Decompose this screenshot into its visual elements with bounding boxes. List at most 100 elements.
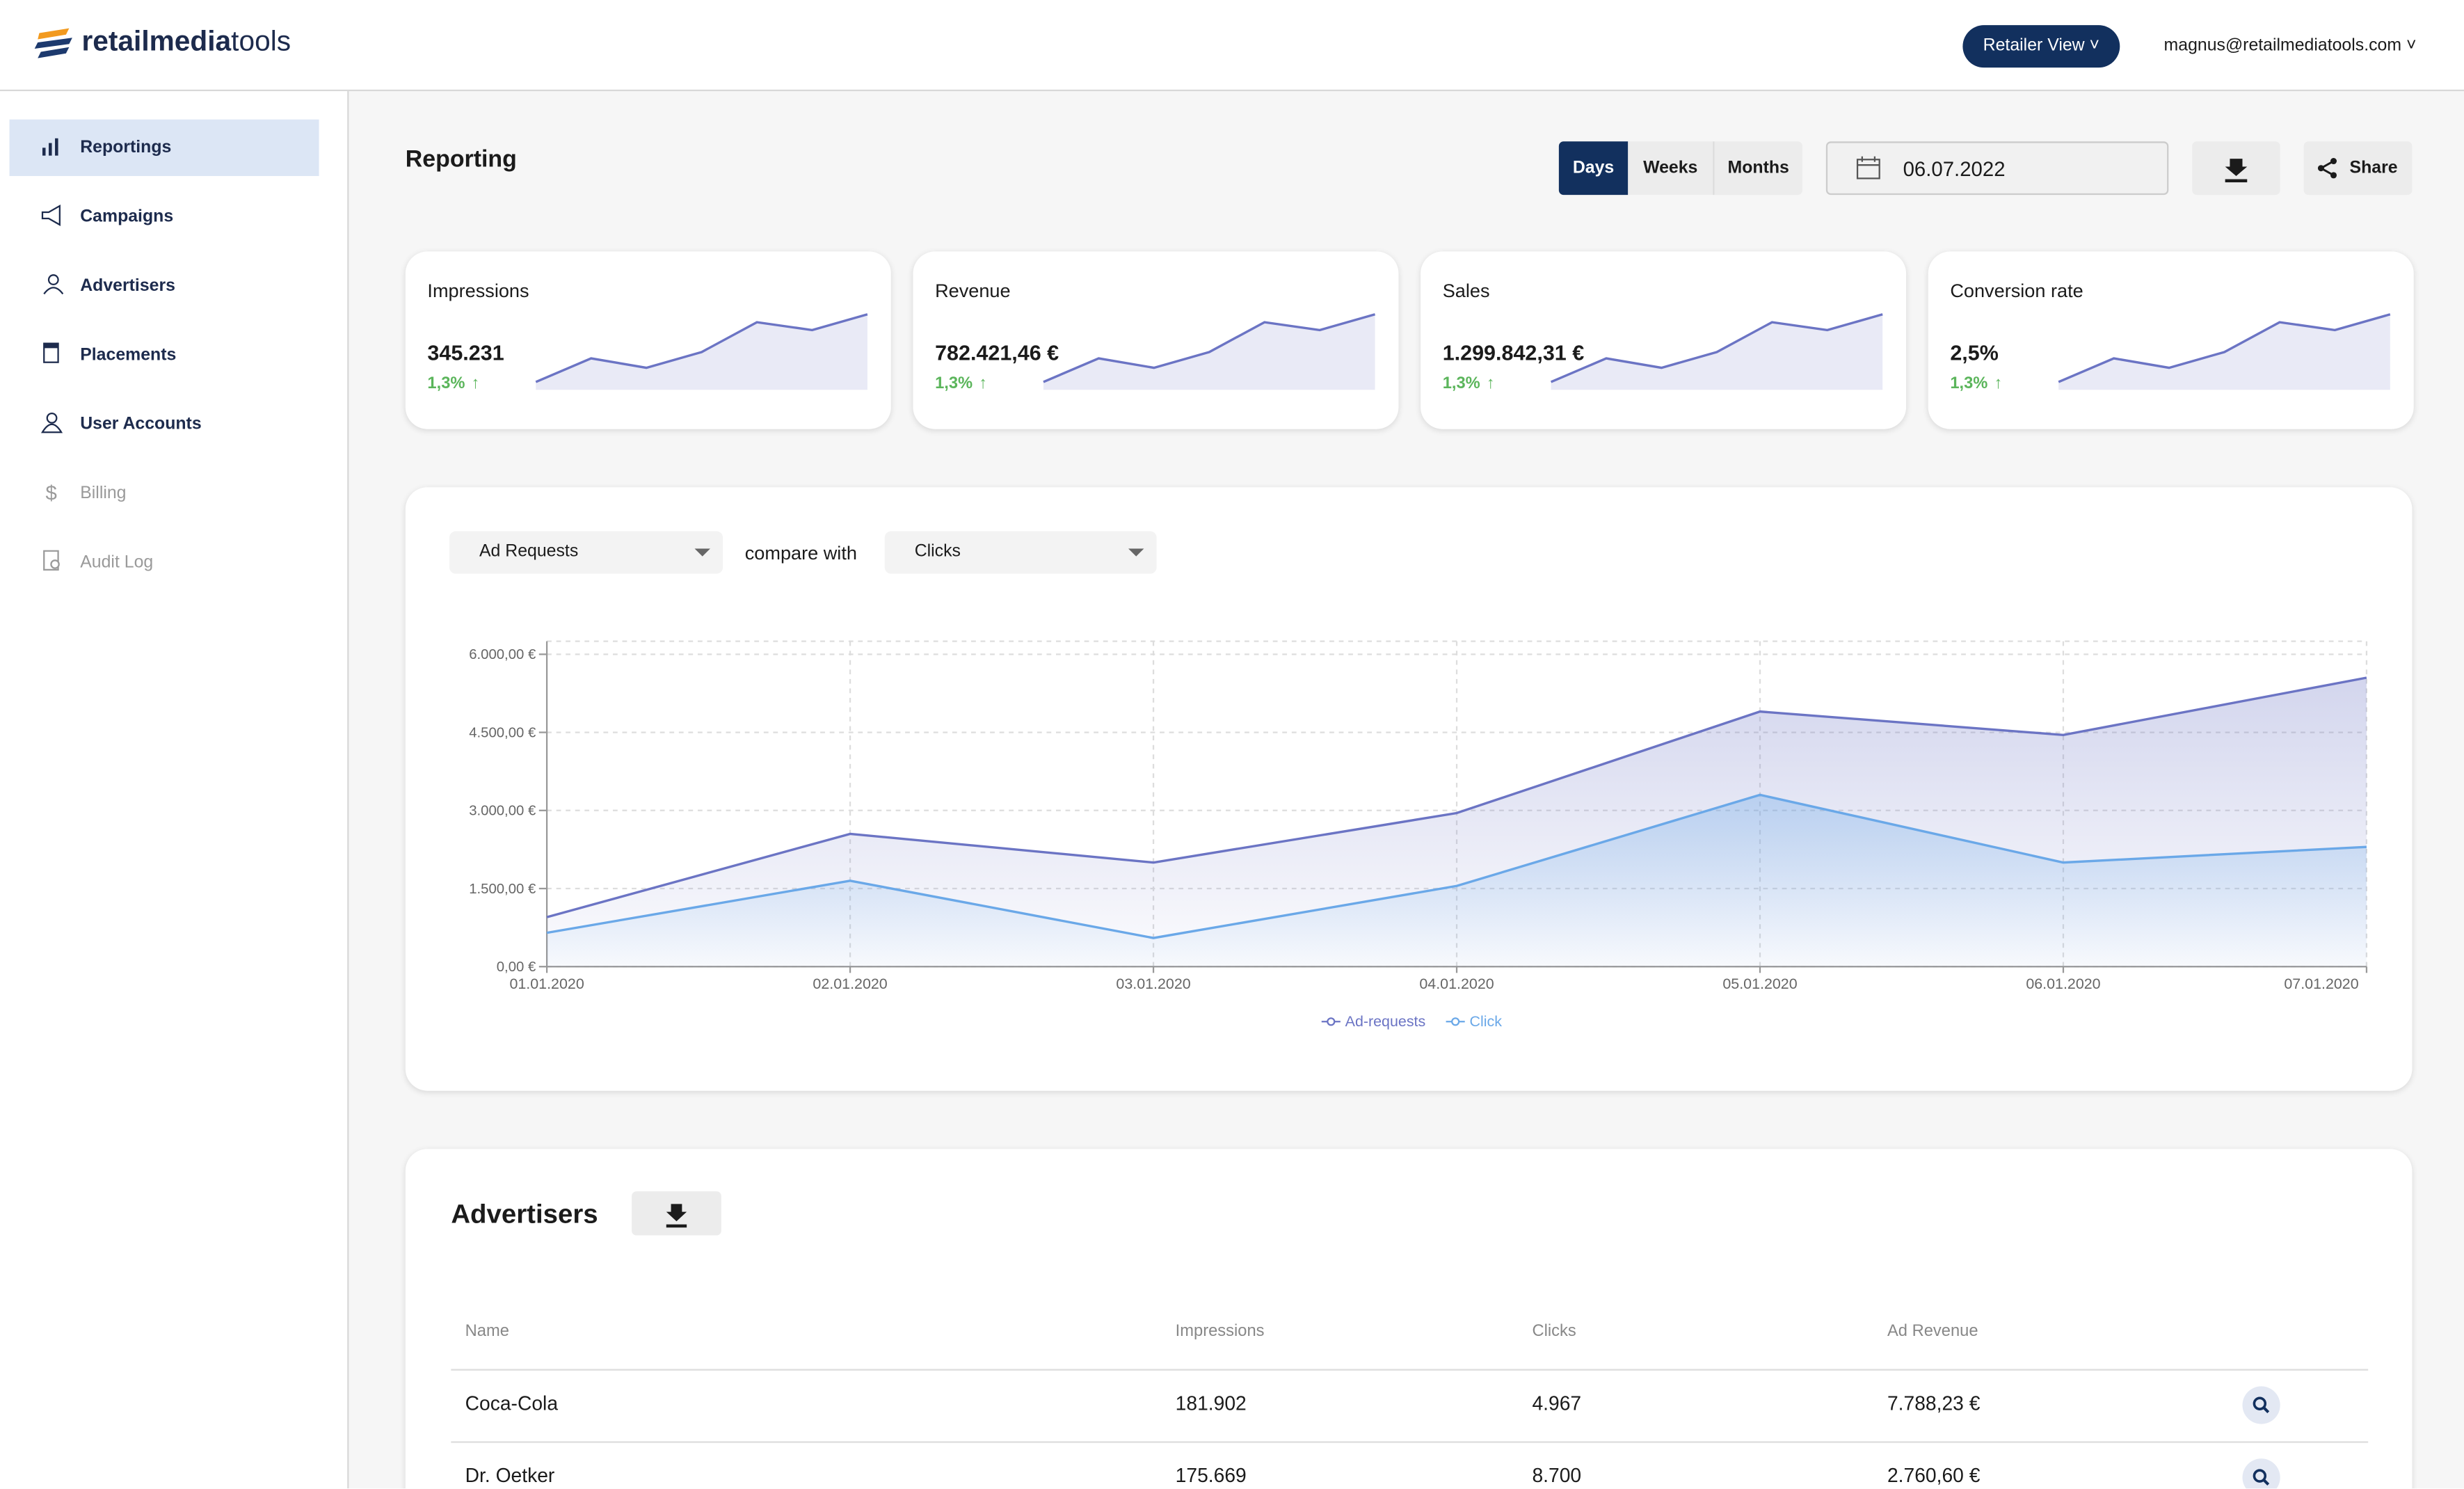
search-icon bbox=[2253, 1469, 2270, 1486]
y-tick-label: 1.500,00 € bbox=[469, 882, 536, 897]
logo-bold: retailmedia bbox=[81, 25, 232, 57]
metric-select[interactable]: Ad Requests bbox=[449, 531, 723, 574]
icon bbox=[41, 204, 61, 226]
sparkline bbox=[2058, 313, 2391, 390]
download-button[interactable] bbox=[2192, 141, 2280, 196]
column-header: Impressions bbox=[1175, 1321, 1265, 1341]
kpi-label: Revenue bbox=[935, 280, 1011, 302]
column-header: Ad Revenue bbox=[1887, 1321, 1978, 1341]
icon: $ bbox=[46, 481, 57, 503]
table-cell: 8.700 bbox=[1532, 1465, 1582, 1487]
nav-label: Placements bbox=[80, 345, 177, 365]
select-value: Clicks bbox=[914, 542, 961, 562]
kpi-change: 1,3% ↑ bbox=[1950, 374, 2002, 393]
nav-item[interactable]: Advertisers bbox=[10, 257, 319, 314]
logo: retailmediatools bbox=[81, 25, 291, 58]
retailer-view-button[interactable]: Retailer View ˅ bbox=[1962, 25, 2120, 68]
table-cell: 7.788,23 € bbox=[1887, 1392, 1981, 1415]
chart-card: Ad Requests compare with Clicks 0,00 € 1.… bbox=[405, 487, 2413, 1091]
sparkline-line bbox=[2058, 313, 2391, 383]
up-arrow: ↑ bbox=[1994, 374, 2003, 393]
kpi-change: 1,3% ↑ bbox=[935, 374, 987, 393]
view-button[interactable] bbox=[2242, 1458, 2280, 1489]
download-icon bbox=[666, 1204, 687, 1228]
column-header: Name bbox=[465, 1321, 509, 1341]
date-value: 06.07.2022 bbox=[1903, 157, 2006, 181]
table-cell: Dr. Oetker bbox=[465, 1465, 555, 1487]
legend-marker bbox=[1327, 1017, 1336, 1026]
advertisers-card bbox=[405, 1149, 2413, 1489]
x-tick-label: 04.01.2020 bbox=[1419, 976, 1494, 992]
icon bbox=[43, 550, 60, 571]
nav-item[interactable]: Reportings bbox=[9, 119, 319, 177]
nav-item[interactable]: Placements bbox=[10, 327, 319, 383]
column-header: Clicks bbox=[1532, 1321, 1576, 1341]
icon bbox=[42, 138, 58, 156]
kpi-card: Revenue 782.421,46 € 1,3% ↑ bbox=[913, 251, 1399, 429]
compare-select[interactable]: Clicks bbox=[884, 531, 1157, 574]
sparkline bbox=[1550, 313, 1883, 390]
kpi-card: Conversion rate 2,5% 1,3% ↑ bbox=[1928, 251, 2414, 429]
view-button[interactable] bbox=[2242, 1386, 2280, 1424]
table-cell: 4.967 bbox=[1532, 1392, 1582, 1415]
share-icon bbox=[2317, 158, 2337, 179]
search-icon bbox=[2253, 1396, 2270, 1414]
nav-item[interactable]: $ Billing bbox=[10, 465, 319, 522]
period-toggle[interactable]: Months bbox=[1714, 141, 1802, 196]
series-line bbox=[546, 676, 2367, 918]
kpi-change: 1,3% ↑ bbox=[427, 374, 479, 393]
kpi-card: Impressions 345.231 1,3% ↑ bbox=[405, 251, 891, 429]
button-label: Share bbox=[2349, 159, 2398, 178]
period-toggle[interactable]: Days bbox=[1558, 141, 1629, 196]
kpi-value: 782.421,46 € bbox=[935, 341, 1059, 365]
section-title: Advertisers bbox=[451, 1199, 598, 1229]
date-picker[interactable]: 06.07.2022 bbox=[1825, 141, 2169, 196]
sparkline-line bbox=[1043, 313, 1376, 383]
series-line bbox=[546, 793, 2367, 939]
legend-label: Ad-requests bbox=[1345, 1013, 1426, 1030]
period-toggle[interactable]: Weeks bbox=[1628, 141, 1715, 196]
download-icon bbox=[2225, 159, 2248, 183]
kpi-value: 2,5% bbox=[1950, 341, 1999, 365]
sparkline-line bbox=[535, 313, 868, 383]
row-divider bbox=[451, 1441, 2369, 1443]
user-email: magnus@retailmediatools.com bbox=[2163, 35, 2402, 56]
download-button[interactable] bbox=[632, 1191, 721, 1236]
nav-item[interactable]: User Accounts bbox=[10, 396, 319, 452]
svg-text:$: $ bbox=[46, 481, 57, 503]
row-divider bbox=[451, 1369, 2369, 1371]
change-value: 1,3% bbox=[1442, 374, 1480, 393]
compare-label: compare with bbox=[744, 542, 857, 564]
icon bbox=[43, 342, 59, 363]
line-chart: 0,00 € 1.500,00 € 3.000,00 € 4.500,00 € 6.00… bbox=[469, 640, 2368, 1030]
change-value: 1,3% bbox=[1950, 374, 1988, 393]
select-value: Ad Requests bbox=[479, 542, 579, 562]
caret bbox=[694, 548, 711, 557]
icon bbox=[40, 412, 63, 433]
kpi-label: Impressions bbox=[427, 280, 529, 302]
caret bbox=[1128, 548, 1144, 557]
x-tick-label: 05.01.2020 bbox=[1722, 976, 1797, 992]
nav-item[interactable]: Campaigns bbox=[10, 189, 319, 245]
sparkline bbox=[1043, 313, 1376, 390]
up-arrow: ↑ bbox=[979, 374, 988, 393]
x-tick-label: 02.01.2020 bbox=[813, 976, 887, 992]
nav-item[interactable]: Audit Log bbox=[10, 534, 319, 591]
x-tick-label: 03.01.2020 bbox=[1116, 976, 1190, 992]
up-arrow: ↑ bbox=[471, 374, 480, 393]
up-arrow: ↑ bbox=[1486, 374, 1495, 393]
sparkline-area bbox=[1043, 314, 1375, 390]
kpi-label: Sales bbox=[1442, 280, 1490, 302]
nav-label: Campaigns bbox=[80, 207, 174, 227]
sparkline-line bbox=[1550, 313, 1883, 383]
x-tick-label: 01.01.2020 bbox=[509, 976, 584, 992]
top-bar: retailmediatools Retailer View ˅ magnus@… bbox=[0, 0, 2464, 92]
kpi-value: 1.299.842,31 € bbox=[1442, 341, 1585, 365]
logo-icon bbox=[34, 28, 72, 58]
series-area bbox=[547, 795, 2367, 967]
share-button[interactable]: Share bbox=[2303, 141, 2413, 196]
nav-label: Reportings bbox=[80, 138, 172, 157]
kpi-card: Sales 1.299.842,31 € 1,3% ↑ bbox=[1421, 251, 1907, 429]
user-menu[interactable]: magnus@retailmediatools.com ˅ bbox=[2163, 35, 2417, 56]
